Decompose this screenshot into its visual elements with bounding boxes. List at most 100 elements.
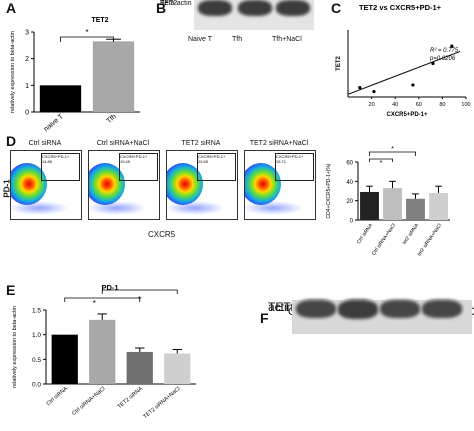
scatter-point [411,83,415,87]
gate-name: CXCR5+PD-1+ [42,154,70,159]
flow-plot: CXCR5+PD-1+ 29.55 [166,150,238,220]
chart-title: TET2 vs CXCR5+PD-1+ [359,3,442,12]
lane-label: Tfh [232,36,243,43]
significance-marker: * [138,295,141,304]
flow-plot-title: TET2 siRNA [181,140,221,147]
density-tail [89,201,147,215]
bar [406,198,425,220]
category-label: Ctrl siRNA+NaCl [71,386,106,417]
flow-plot-title: Ctrl siRNA+NaCl [96,140,150,147]
significance-marker: * [391,146,394,153]
blot-band [238,0,272,16]
significance-bracket [369,151,416,156]
panel-label-b: B [156,0,167,16]
bar [92,41,135,113]
scatter-point [358,86,362,90]
gate-box [119,153,158,181]
panel-label-c: C [331,0,342,16]
fit-line [347,50,461,95]
lane-label: Naive T [188,36,212,43]
y-tick-label: 0.0 [32,382,41,389]
y-axis-label: CD4+CXCR5+PD-1+(%) [326,163,332,218]
panel-c-scatter-chart: TET2 vs CXCR5+PD-1+ 20 40 60 80 100 CXCR5+PD-1… [336,3,471,118]
scatter-point [431,61,435,66]
bar [126,351,153,384]
annotation-p: p=0.0206 [429,56,456,62]
y-tick-label: 20 [346,199,353,205]
y-tick-label: 3 [25,30,29,37]
row-label: TET2 [160,0,178,7]
y-axis-label: relatively expression to beta-actin [12,306,18,388]
panel-a-bar-chart: 0 1 2 3 relatively expression to beta-actin T… [10,17,140,133]
panel-e-bar-chart: 0.0 0.5 1.0 1.5 relatively expression to bet… [12,283,196,420]
row-label: actin [268,300,294,314]
panel-label-f: F [260,310,269,326]
gate-name: CXCR5+PD-1+ [276,154,304,159]
panel-f-western-blot: CtrlCtrl+NaClTET2TET2+NaClTET2actin [268,300,474,431]
bar [89,319,116,384]
blot-band [380,300,420,318]
blot-band [198,0,232,16]
x-tick-label: 100 [461,102,470,108]
category-label: TET2 siRNA+NaCl [142,386,181,420]
significance-marker: * [85,28,88,37]
scatter-point [450,44,454,48]
category-label: Tfh [106,113,118,125]
bar [360,191,379,220]
blot-band [338,300,378,319]
y-tick-label: 2 [25,56,29,63]
flow-plot-title: TET2 siRNA+NaCl [249,140,309,147]
y-tick-label: 1.0 [32,332,41,339]
row-label: Beta-actin [160,0,192,7]
y-axis-label: relatively expression to beta-actin [10,31,16,113]
y-tick-label: 0 [25,110,29,117]
y-tick-label: 0 [350,219,354,225]
panel-b-western-blot: Naive T Tfh Tfh+NaCl TET2 Beta-actin [160,0,320,130]
flow-x-axis-label: CXCR5 [148,230,176,239]
category-label: TET2 siRNA [117,386,145,410]
flow-y-axis-label: PD-1 [2,179,12,198]
flow-plot-title: Ctrl siRNA [28,140,62,147]
x-tick-label: 40 [392,102,398,108]
chart-title: TET2 [91,17,108,24]
significance-bracket [60,36,114,42]
category-label: tet2 siRNA+NaCl [416,223,443,258]
gate-value: 29.55 [198,159,209,164]
category-label: Ctrl siRNA+NaCl [371,223,397,257]
gate-name: CXCR5+PD-1+ [198,154,226,159]
significance-bracket [101,289,178,294]
y-tick-label: 0.5 [32,357,41,364]
category-label: tet2 siRNA [402,222,421,246]
panel-label-a: A [6,0,17,16]
x-tick-label: 20 [369,102,375,108]
chart-title: PD-1 [101,283,118,292]
y-tick-label: 60 [346,161,353,167]
annotation-r2: R² = 0.775 [430,48,459,54]
blot-band [276,0,310,16]
flow-plot: CXCR5+PD-1+ 15.71 [244,150,316,220]
blot-band [296,300,336,318]
gate-value: 15.71 [276,159,287,164]
significance-bracket [369,158,393,162]
x-axis-label: CXCR5+PD-1+ [386,112,428,118]
bar [164,353,191,384]
bar [429,192,448,220]
category-label: Ctrl siRNA [46,386,70,407]
density-tail [167,201,225,215]
significance-marker: * [380,160,383,167]
blot-band [422,300,462,318]
bar [383,188,402,220]
y-tick-label: 1 [25,83,29,90]
panel-d-flow-plots: Ctrl siRNA CXCR5+PD-1+ 14.85 Ctrl siRNA+NaC… [0,140,320,260]
x-tick-label: 80 [439,102,445,108]
gate-value: 14.85 [42,159,53,164]
gate-box [275,153,314,181]
significance-bracket [64,297,141,302]
panel-d-bar-chart: 0 20 40 60 CD4+CXCR5+PD-1+(%) Ctrl siRNACtrl … [326,146,450,258]
gate-box [197,153,236,181]
flow-plot: CXCR5+PD-1+ 19.49 [88,150,160,220]
gate-name: CXCR5+PD-1+ [120,154,148,159]
density-tail [11,201,69,215]
y-axis-label: TET2 [336,56,342,71]
panel-label-d: D [6,133,17,149]
